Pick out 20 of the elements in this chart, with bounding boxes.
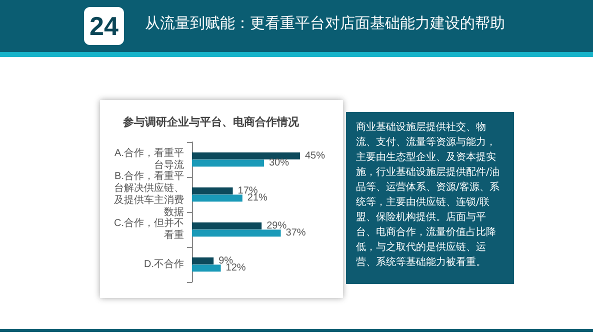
bar xyxy=(192,160,264,167)
bar xyxy=(192,194,242,202)
bar xyxy=(192,222,262,230)
bar xyxy=(192,187,233,194)
y-tick-label: B.合作，看重平台解决供应链、及提供车主消费数据 xyxy=(114,170,184,218)
bar xyxy=(192,230,281,237)
bar xyxy=(192,257,214,264)
y-tick-label: C.合作，但并不看重 xyxy=(114,217,184,241)
y-tick-label: A.合作，看重平台导流 xyxy=(114,147,184,171)
bar xyxy=(192,264,221,272)
text: 从流量到赋能：更看重平台对店面基础能力建设的帮助 xyxy=(145,14,505,33)
text: 24 xyxy=(84,7,124,45)
data-label: 37% xyxy=(286,228,306,239)
y-tick-label: D.不合作 xyxy=(144,258,184,270)
bar xyxy=(192,152,300,160)
data-label: 45% xyxy=(305,150,326,162)
data-label: 29% xyxy=(266,220,287,232)
data-label: 30% xyxy=(269,158,290,169)
text: 商业基础设施层提供社交、物流、支付、流量等资源与能力，主要由生态型企业、及资本提实施，行业基础设施层提供配件/油品等、运营体系、资源/客源、系统等，主要由供应链、连锁/联盟、保险机构提供。店面与平台、电商合作，流量价值占比降低，与之取代的是供应链、运营、系统等基础能力被看重。 xyxy=(356,122,500,268)
chart-title: 参与调研企业与平台、电商合作情况 xyxy=(122,116,300,128)
